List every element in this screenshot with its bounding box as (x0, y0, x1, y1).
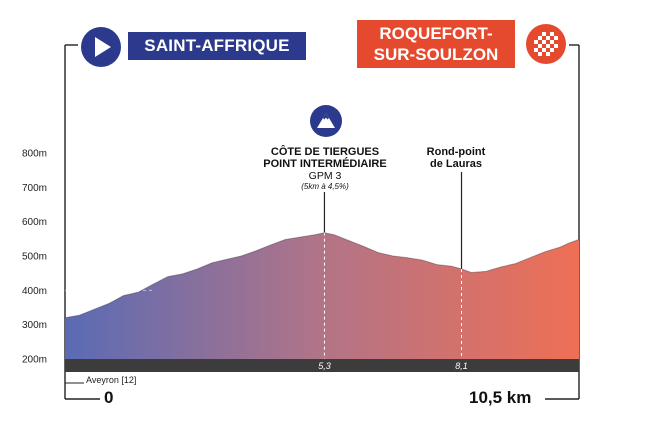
checker-square (542, 40, 546, 44)
y-tick-label: 400m (22, 286, 47, 297)
checker-square (554, 44, 558, 48)
checker-square (538, 36, 542, 40)
climb-subtitle: POINT INTERMÉDIAIRE (263, 158, 387, 170)
climb-annotation: CÔTE DE TIERGUES POINT INTERMÉDIAIRE GPM… (240, 146, 410, 192)
finish-town-label: ROQUEFORT- SUR-SOULZON (357, 20, 515, 68)
waypoint-annotation: Rond-point de Lauras (405, 146, 507, 170)
checker-square (554, 48, 558, 52)
marker-km-label: 5,3 (318, 361, 331, 371)
checker-square (550, 52, 554, 56)
waypoint-line2: de Lauras (430, 158, 482, 170)
checker-square (538, 32, 542, 36)
checker-square (542, 48, 546, 52)
checker-square (550, 48, 554, 52)
y-tick-label: 700m (22, 183, 47, 194)
climb-category: GPM 3 (308, 170, 342, 182)
mountain-icon (310, 105, 342, 137)
y-tick-label: 200m (22, 355, 47, 366)
y-tick-label: 300m (22, 320, 47, 331)
finish-town-line2: SUR-SOULZON (373, 45, 499, 64)
checker-square (546, 40, 550, 44)
checker-square (538, 52, 542, 56)
marker-km-label: 8,1 (455, 361, 468, 371)
checker-square (542, 32, 546, 36)
start-town-label: SAINT-AFFRIQUE (128, 32, 306, 60)
checker-square (542, 44, 546, 48)
road-bar (65, 359, 579, 372)
checker-square (538, 48, 542, 52)
elevation-area (65, 232, 579, 359)
y-tick-label: 800m (22, 149, 47, 160)
checkered-flag-icon (526, 24, 566, 64)
checker-square (550, 36, 554, 40)
checker-square (534, 48, 538, 52)
start-play-icon (81, 27, 121, 67)
checker-square (538, 40, 542, 44)
finish-km-label: 10,5 km (469, 388, 532, 407)
checker-square (534, 36, 538, 40)
y-tick-label: 600m (22, 217, 47, 228)
checker-square (550, 40, 554, 44)
finish-town-line1: ROQUEFORT- (379, 24, 493, 43)
checker-square (550, 32, 554, 36)
checker-square (550, 44, 554, 48)
checker-square (546, 48, 550, 52)
climb-name: CÔTE DE TIERGUES (270, 146, 380, 158)
start-km-label: 0 (104, 388, 114, 407)
checker-square (542, 36, 546, 40)
checker-square (546, 52, 550, 56)
checker-square (554, 36, 558, 40)
waypoint-line1: Rond-point (426, 146, 486, 158)
y-tick-label: 500m (22, 252, 47, 263)
checker-square (534, 40, 538, 44)
checker-square (546, 36, 550, 40)
checker-square (538, 44, 542, 48)
checker-square (542, 52, 546, 56)
elevation-line (64, 232, 580, 319)
checker-square (546, 44, 550, 48)
checker-square (534, 44, 538, 48)
start-department-note: Aveyron [12] (86, 375, 137, 385)
checker-square (554, 40, 558, 44)
climb-detail: (5km à 4,5%) (301, 182, 349, 191)
checker-square (546, 32, 550, 36)
